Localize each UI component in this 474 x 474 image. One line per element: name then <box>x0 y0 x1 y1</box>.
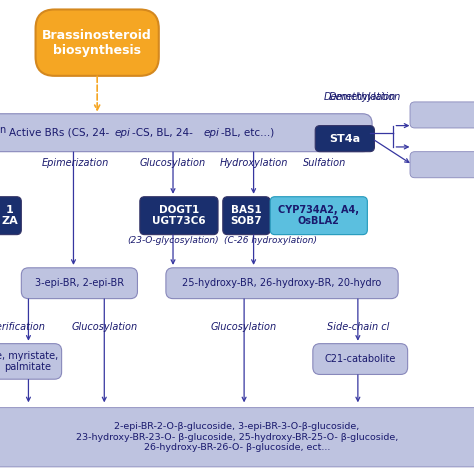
FancyBboxPatch shape <box>21 268 137 299</box>
FancyBboxPatch shape <box>313 344 408 374</box>
Text: DOGT1
UGT73C6: DOGT1 UGT73C6 <box>152 205 206 227</box>
Text: 25-hydroxy-BR, 26-hydroxy-BR, 20-hydro: 25-hydroxy-BR, 26-hydroxy-BR, 20-hydro <box>182 278 382 288</box>
FancyBboxPatch shape <box>315 126 374 152</box>
Text: C21-catabolite: C21-catabolite <box>325 354 396 364</box>
Text: BAS1
SOB7: BAS1 SOB7 <box>231 205 262 227</box>
Text: Glucosylation: Glucosylation <box>71 322 137 332</box>
FancyBboxPatch shape <box>270 197 367 235</box>
FancyBboxPatch shape <box>36 9 159 76</box>
Text: Hydroxylation: Hydroxylation <box>219 157 288 168</box>
FancyBboxPatch shape <box>166 268 398 299</box>
FancyBboxPatch shape <box>0 408 474 467</box>
Text: terification: terification <box>0 322 46 332</box>
Text: 1
ZA: 1 ZA <box>1 205 18 227</box>
Text: Side-chain cl: Side-chain cl <box>327 322 389 332</box>
Text: Sulfation: Sulfation <box>303 157 346 168</box>
Text: ST4a: ST4a <box>329 134 360 144</box>
Text: CYP734A2, A4,
OsBLA2: CYP734A2, A4, OsBLA2 <box>278 205 359 227</box>
Text: Glucosylation: Glucosylation <box>211 322 277 332</box>
FancyBboxPatch shape <box>140 197 218 235</box>
FancyBboxPatch shape <box>410 102 474 128</box>
FancyBboxPatch shape <box>410 152 474 178</box>
Text: Epimerization: Epimerization <box>42 157 109 168</box>
Text: Active BRs (CS, 24-: Active BRs (CS, 24- <box>9 128 109 138</box>
FancyBboxPatch shape <box>0 344 62 379</box>
FancyBboxPatch shape <box>0 197 21 235</box>
Text: Brassinosteroid
biosynthesis: Brassinosteroid biosynthesis <box>42 28 152 57</box>
Text: 2-epi-BR-2-O-β-glucoside, 3-epi-BR-3-O-β-glucoside,
23-hydroxy-BR-23-O- β-glucos: 2-epi-BR-2-O-β-glucoside, 3-epi-BR-3-O-β… <box>76 422 398 452</box>
Text: 3-epi-BR, 2-epi-BR: 3-epi-BR, 2-epi-BR <box>35 278 124 288</box>
Text: n: n <box>0 125 6 136</box>
FancyBboxPatch shape <box>0 114 372 152</box>
Text: epi: epi <box>204 128 219 138</box>
Text: -CS, BL, 24-: -CS, BL, 24- <box>132 128 192 138</box>
Text: (23-O-glycosylation): (23-O-glycosylation) <box>127 237 219 245</box>
Text: e, myristate,
palmitate: e, myristate, palmitate <box>0 351 58 372</box>
Text: (C-26 hydroxylation): (C-26 hydroxylation) <box>224 237 317 245</box>
Text: epi: epi <box>115 128 130 138</box>
Text: Demethylation: Demethylation <box>329 92 401 102</box>
Text: Glucosylation: Glucosylation <box>140 157 206 168</box>
Text: Demethylation: Demethylation <box>324 92 396 102</box>
FancyBboxPatch shape <box>223 197 270 235</box>
Text: -BL, etc...): -BL, etc...) <box>221 128 274 138</box>
